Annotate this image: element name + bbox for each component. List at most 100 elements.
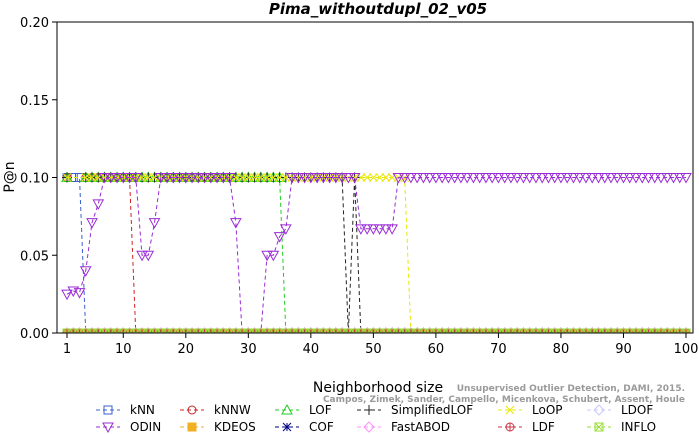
data-point-ODIN bbox=[448, 173, 461, 184]
y-tick-label: 0.20 bbox=[20, 16, 49, 31]
legend-label: COF bbox=[309, 420, 334, 434]
data-point-ODIN bbox=[355, 224, 367, 235]
legend-marker-LDF bbox=[505, 422, 515, 432]
data-point-ODIN bbox=[173, 173, 186, 184]
x-tick-label: 100 bbox=[674, 342, 699, 357]
data-point-LoOP bbox=[268, 173, 278, 182]
data-point-ODIN bbox=[623, 173, 636, 184]
x-axis: 1 10 20 30 40 50 60 70 80 90 100 bbox=[63, 333, 699, 357]
data-point-LoOP bbox=[231, 173, 241, 182]
data-point-ODIN bbox=[592, 173, 605, 184]
y-tick-label: 0.10 bbox=[20, 172, 49, 187]
legend-item-kNNW: kNNW bbox=[180, 403, 251, 417]
legend-item-KDEOS: KDEOS bbox=[180, 420, 256, 434]
data-point-ODIN bbox=[61, 289, 73, 301]
series-line-ODIN bbox=[66, 177, 686, 333]
data-point-ODIN bbox=[323, 173, 336, 184]
data-point-ODIN bbox=[179, 173, 192, 184]
data-point-LoOP bbox=[212, 173, 222, 182]
data-point-ODIN bbox=[473, 173, 486, 184]
legend-marker-KDEOS bbox=[187, 422, 197, 432]
chart-title: Pima_withoutdupl_02_v05 bbox=[269, 0, 487, 18]
data-point-ODIN bbox=[580, 173, 592, 184]
data-point-ODIN bbox=[298, 173, 311, 184]
data-point-ODIN bbox=[467, 173, 480, 184]
legend-label: INFLO bbox=[621, 420, 656, 434]
y-tick-label: 0.15 bbox=[20, 94, 49, 109]
y-tick-label: 0.05 bbox=[20, 249, 49, 264]
data-point-ODIN bbox=[398, 173, 411, 184]
legend: kNN kNNW LOF SimplifiedLOF LoOP LDOF ODIN KDEOS… bbox=[96, 403, 656, 434]
data-point-LoOP bbox=[275, 173, 284, 182]
series-line-kNN bbox=[67, 177, 686, 333]
data-point-ODIN bbox=[417, 173, 430, 184]
data-point-LoOP bbox=[281, 173, 291, 182]
data-point-ODIN bbox=[111, 173, 123, 184]
legend-marker-INFLO bbox=[594, 422, 604, 432]
data-point-LoOP bbox=[293, 173, 303, 182]
legend-marker-FastABOD bbox=[363, 421, 375, 433]
data-point-ODIN bbox=[423, 173, 436, 184]
legend-marker-SimplifiedLOF bbox=[364, 405, 374, 415]
data-point-ODIN bbox=[436, 173, 449, 184]
legend-label: LDF bbox=[532, 420, 555, 434]
legend-item-kNN: kNN bbox=[96, 403, 155, 417]
legend-marker-kNN bbox=[103, 405, 113, 415]
legend-item-LDOF: LDOF bbox=[587, 403, 653, 417]
data-point-ODIN bbox=[367, 224, 380, 235]
data-point-ODIN bbox=[279, 224, 292, 235]
data-point-LoOP bbox=[87, 173, 97, 182]
legend-marker-LOF bbox=[281, 403, 293, 415]
data-point-LoOP bbox=[112, 173, 122, 182]
x-tick-label: 10 bbox=[115, 342, 132, 357]
data-point-LoOP bbox=[369, 173, 378, 182]
data-point-ODIN bbox=[104, 173, 117, 184]
data-point-LoOP bbox=[306, 173, 316, 182]
data-point-ODIN bbox=[661, 173, 674, 184]
legend-item-SimplifiedLOF: SimplifiedLOF bbox=[357, 403, 473, 417]
legend-label: ODIN bbox=[130, 420, 161, 434]
data-point-ODIN bbox=[330, 173, 342, 184]
data-point-ODIN bbox=[198, 173, 211, 184]
series-line-SimplifiedLOF bbox=[67, 177, 686, 333]
series-INFLO bbox=[62, 328, 691, 333]
data-point-ODIN bbox=[542, 173, 555, 184]
legend-item-COF: COF bbox=[275, 420, 334, 434]
data-point-ODIN bbox=[555, 173, 567, 184]
data-point-ODIN bbox=[261, 250, 273, 262]
data-point-ODIN bbox=[461, 173, 474, 184]
data-point-LoOP bbox=[193, 173, 203, 182]
legend-item-LoOP: LoOP bbox=[498, 403, 563, 417]
data-point-LoOP bbox=[200, 173, 209, 182]
data-point-ODIN bbox=[348, 173, 361, 184]
x-tick-label: 70 bbox=[490, 342, 507, 357]
data-point-LoOP bbox=[381, 173, 391, 182]
data-point-LoOP bbox=[256, 173, 266, 182]
data-point-ODIN bbox=[411, 173, 423, 184]
legend-item-LOF: LOF bbox=[275, 403, 332, 417]
data-point-ODIN bbox=[573, 173, 586, 184]
legend-label: LoOP bbox=[532, 403, 563, 417]
data-point-ODIN bbox=[548, 173, 561, 184]
data-point-ODIN bbox=[167, 173, 180, 184]
x-tick-label: 30 bbox=[240, 342, 257, 357]
data-point-LoOP bbox=[81, 173, 91, 182]
data-point-ODIN bbox=[129, 173, 142, 184]
data-point-ODIN bbox=[148, 218, 161, 229]
data-point-LoOP bbox=[237, 173, 247, 182]
legend-item-INFLO: INFLO bbox=[587, 420, 656, 434]
data-point-ODIN bbox=[630, 173, 642, 184]
data-point-ODIN bbox=[517, 173, 530, 184]
data-point-ODIN bbox=[523, 173, 536, 184]
legend-label: SimplifiedLOF bbox=[391, 403, 473, 417]
series-LoOP bbox=[62, 173, 691, 333]
series-SimplifiedLOF bbox=[62, 172, 691, 333]
data-point-LoOP bbox=[387, 173, 397, 182]
series-line-kNNW bbox=[67, 177, 686, 333]
data-point-ODIN bbox=[430, 173, 442, 184]
data-point-ODIN bbox=[667, 173, 680, 184]
data-point-ODIN bbox=[392, 173, 405, 184]
data-point-LoOP bbox=[150, 173, 159, 182]
data-point-LoOP bbox=[356, 173, 366, 182]
data-point-ODIN bbox=[611, 173, 624, 184]
